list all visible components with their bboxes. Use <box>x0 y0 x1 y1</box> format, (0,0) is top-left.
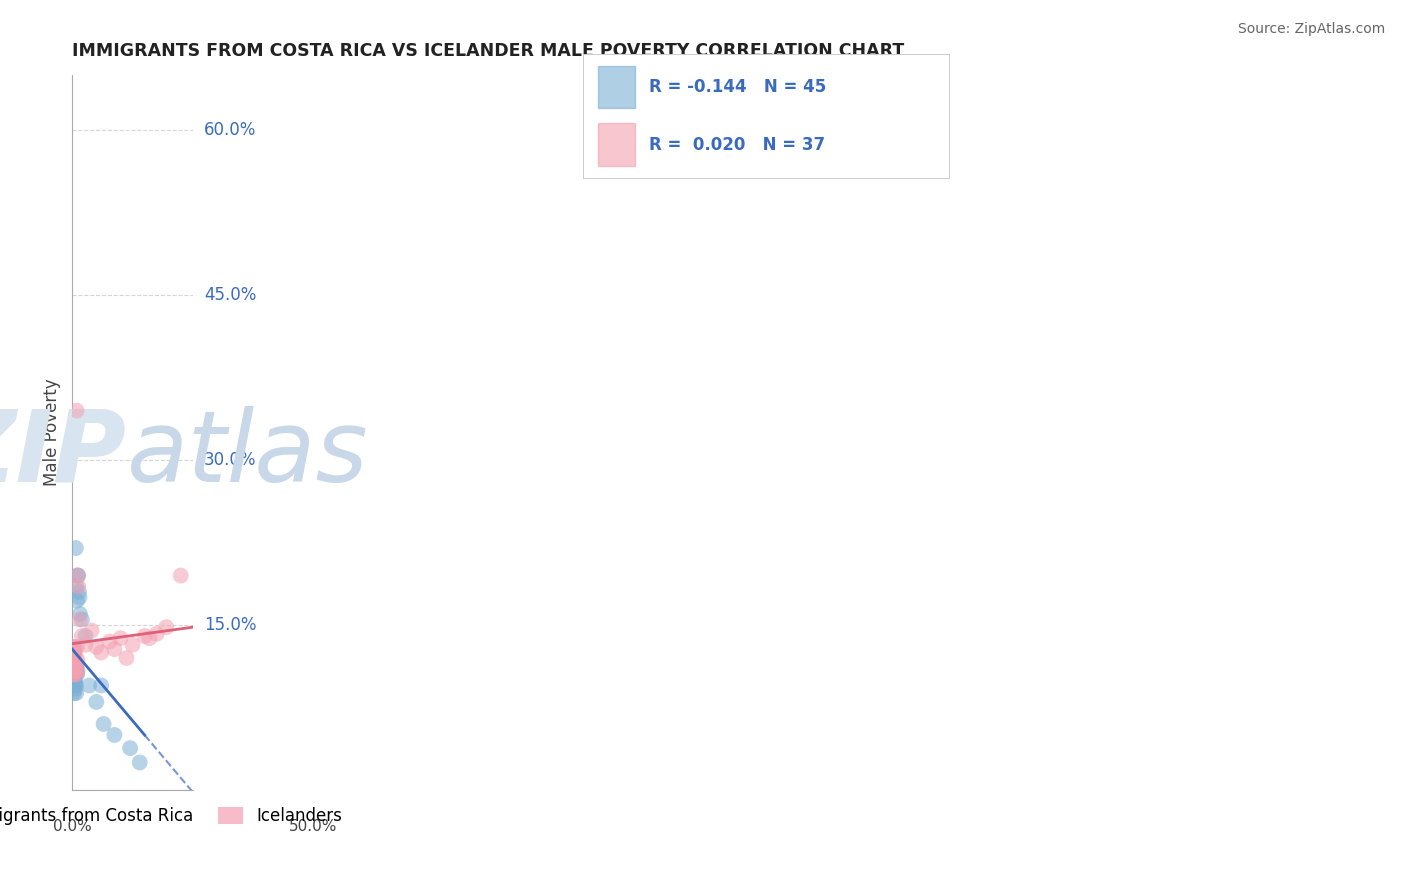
Point <box>170 568 193 582</box>
Point <box>65 660 87 674</box>
Point <box>65 541 87 555</box>
Point <box>65 667 87 681</box>
Point <box>86 640 108 654</box>
Point <box>63 657 86 671</box>
Point <box>77 678 100 692</box>
Point <box>155 620 177 634</box>
Point <box>65 403 87 417</box>
Point <box>62 673 84 687</box>
Point <box>63 657 86 671</box>
Point <box>66 640 89 654</box>
Text: 45.0%: 45.0% <box>204 286 256 304</box>
Text: 60.0%: 60.0% <box>204 121 256 139</box>
Point <box>67 585 90 599</box>
Point <box>86 695 108 709</box>
Point <box>66 568 89 582</box>
Point <box>63 660 86 674</box>
Point <box>63 653 86 667</box>
Point <box>90 645 112 659</box>
Text: 15.0%: 15.0% <box>204 616 256 634</box>
Point <box>63 667 86 681</box>
Point <box>98 634 121 648</box>
Text: R =  0.020   N = 37: R = 0.020 N = 37 <box>650 136 825 153</box>
Point <box>134 629 156 643</box>
Point <box>62 640 84 654</box>
Point <box>63 671 86 685</box>
Bar <box>598 123 634 166</box>
Point <box>62 660 84 674</box>
Y-axis label: Male Poverty: Male Poverty <box>44 379 60 486</box>
Point <box>62 645 84 659</box>
Point <box>67 568 90 582</box>
Point <box>65 653 87 667</box>
Text: 0.0%: 0.0% <box>53 819 91 833</box>
Point <box>62 645 84 659</box>
Point <box>65 660 87 674</box>
Point <box>66 594 89 608</box>
Point <box>90 678 112 692</box>
Point <box>62 662 84 676</box>
Point <box>63 664 86 678</box>
Point <box>63 648 86 663</box>
Point <box>67 580 90 594</box>
Point <box>63 675 86 690</box>
Point <box>145 627 167 641</box>
Point <box>62 678 84 692</box>
Point <box>65 686 87 700</box>
Point <box>93 717 115 731</box>
Point <box>69 612 91 626</box>
Title: IMMIGRANTS FROM COSTA RICA VS ICELANDER MALE POVERTY CORRELATION CHART: IMMIGRANTS FROM COSTA RICA VS ICELANDER … <box>72 42 904 60</box>
Point <box>128 756 150 770</box>
Point <box>63 642 86 657</box>
Point <box>75 638 97 652</box>
Point <box>75 629 97 643</box>
Point <box>65 678 87 692</box>
Point <box>69 607 91 621</box>
Text: R = -0.144   N = 45: R = -0.144 N = 45 <box>650 78 827 96</box>
Point <box>66 664 89 678</box>
Bar <box>598 66 634 109</box>
Point <box>65 664 87 678</box>
Point <box>65 667 87 681</box>
Point <box>63 686 86 700</box>
Text: Source: ZipAtlas.com: Source: ZipAtlas.com <box>1237 22 1385 37</box>
Point <box>62 651 84 665</box>
Point <box>63 657 86 671</box>
Point <box>63 645 86 659</box>
Point <box>69 591 91 605</box>
Point <box>63 678 86 692</box>
Point <box>138 631 160 645</box>
Point <box>63 675 86 690</box>
Point <box>80 624 103 638</box>
Point <box>65 580 87 594</box>
Point <box>65 681 87 696</box>
Point <box>66 653 89 667</box>
Point <box>70 629 93 643</box>
Point <box>62 653 84 667</box>
Point <box>66 667 89 681</box>
Point <box>62 667 84 681</box>
Point <box>103 728 125 742</box>
Point <box>62 651 84 665</box>
Point <box>66 568 89 582</box>
Text: atlas: atlas <box>127 406 368 502</box>
Text: ZIP: ZIP <box>0 406 127 502</box>
Point <box>62 640 84 654</box>
Point <box>62 664 84 678</box>
Point <box>66 664 89 678</box>
Point <box>103 642 125 657</box>
Point <box>110 631 132 645</box>
Point <box>62 664 84 678</box>
Point <box>115 651 138 665</box>
Point <box>63 664 86 678</box>
Point <box>70 612 93 626</box>
Point <box>120 741 142 756</box>
Point <box>63 678 86 692</box>
Legend: Immigrants from Costa Rica, Icelanders: Immigrants from Costa Rica, Icelanders <box>0 800 349 831</box>
Point <box>62 653 84 667</box>
Point <box>121 638 143 652</box>
Text: 50.0%: 50.0% <box>290 819 337 833</box>
Text: 30.0%: 30.0% <box>204 451 256 469</box>
